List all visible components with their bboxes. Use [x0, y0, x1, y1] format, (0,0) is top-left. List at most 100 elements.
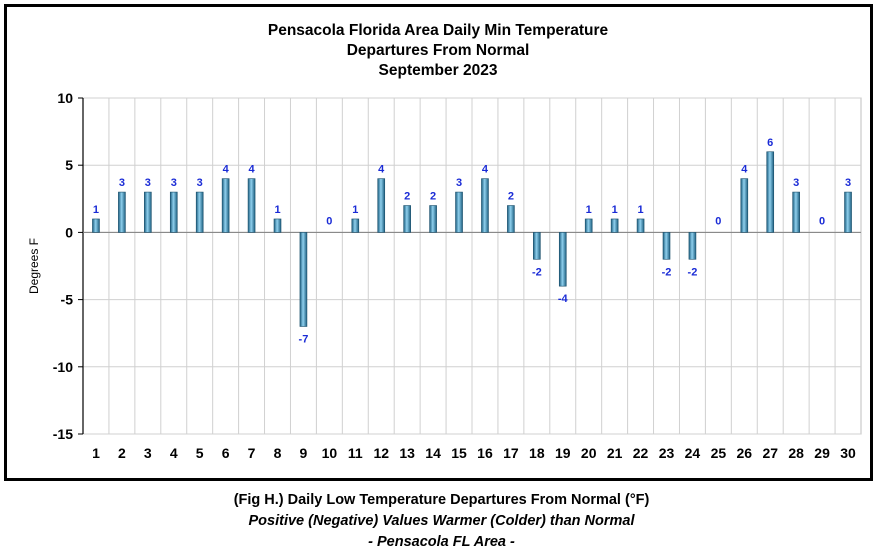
bar-day-18 [533, 232, 541, 260]
x-tick-label: 2 [118, 445, 126, 461]
x-tick-label: 23 [659, 445, 675, 461]
data-label-day-16: 4 [482, 164, 489, 176]
bar-day-8 [273, 218, 282, 233]
data-label-day-14: 2 [430, 191, 436, 203]
x-tick-label: 21 [607, 445, 623, 461]
x-tick-label: 6 [222, 445, 230, 461]
bar-day-22 [636, 218, 645, 233]
bar-day-2 [118, 191, 126, 233]
bar-day-17 [507, 205, 515, 233]
bar-day-20 [584, 218, 593, 233]
x-tick-label: 19 [555, 445, 571, 461]
data-label-day-7: 4 [249, 164, 256, 176]
x-tick-label: 30 [840, 445, 856, 461]
data-label-day-2: 3 [119, 177, 125, 189]
x-tick-label: 15 [451, 445, 467, 461]
data-label-day-22: 1 [638, 204, 644, 216]
bar-day-16 [481, 178, 489, 233]
y-tick-label: -15 [53, 426, 73, 442]
caption-line-3: - Pensacola FL Area - [368, 534, 515, 550]
bar-day-6 [221, 178, 230, 233]
y-tick-label: 0 [65, 224, 73, 240]
bar-day-30 [844, 191, 852, 233]
x-tick-label: 11 [348, 445, 363, 461]
data-label-day-23: -2 [662, 266, 672, 278]
bar-day-27 [766, 151, 775, 233]
x-tick-label: 9 [300, 445, 308, 461]
y-tick-label: -10 [53, 359, 73, 375]
bar-day-1 [92, 218, 100, 233]
caption-line-1: (Fig H.) Daily Low Temperature Departure… [233, 492, 650, 508]
x-tick-label: 3 [144, 445, 152, 461]
data-label-day-27: 6 [767, 137, 773, 149]
data-label-day-15: 3 [456, 177, 462, 189]
data-label-day-4: 3 [171, 177, 177, 189]
x-tick-label: 26 [737, 445, 753, 461]
caption-line-2: Positive (Negative) Values Warmer (Colde… [248, 513, 635, 529]
x-tick-label: 8 [274, 445, 282, 461]
x-tick-label: 14 [425, 445, 441, 461]
bar-day-19 [558, 232, 567, 287]
y-tick-label: 10 [57, 90, 73, 106]
data-label-day-29: 0 [819, 215, 825, 227]
x-tick-label: 22 [633, 445, 649, 461]
data-label-day-5: 3 [197, 177, 203, 189]
data-label-day-20: 1 [586, 204, 592, 216]
x-tick-label: 4 [170, 445, 178, 461]
data-label-day-1: 1 [93, 204, 99, 216]
x-tick-label: 20 [581, 445, 597, 461]
data-label-day-9: -7 [299, 333, 309, 345]
data-label-day-12: 4 [378, 164, 385, 176]
bar-day-24 [688, 232, 697, 260]
data-label-day-19: -4 [558, 293, 569, 305]
chart-title-line-1: Pensacola Florida Area Daily Min Tempera… [268, 22, 609, 39]
bar-day-4 [169, 191, 178, 233]
bar-day-11 [351, 218, 360, 233]
data-label-day-8: 1 [274, 204, 280, 216]
y-axis-label: Degrees F [27, 238, 41, 294]
bar-day-13 [403, 205, 411, 233]
data-label-day-17: 2 [508, 191, 514, 203]
x-tick-label: 7 [248, 445, 256, 461]
x-tick-label: 10 [322, 445, 338, 461]
chart-title-line-3: September 2023 [379, 62, 498, 79]
temperature-departure-chart: Pensacola Florida Area Daily Min Tempera… [27, 22, 862, 461]
bar-day-7 [247, 178, 256, 233]
bar-day-5 [195, 191, 204, 233]
bar-day-3 [144, 191, 152, 233]
chart-frame: Pensacola Florida Area Daily Min Tempera… [4, 4, 873, 481]
x-tick-label: 16 [477, 445, 493, 461]
data-label-day-6: 4 [223, 164, 230, 176]
figure-caption: (Fig H.) Daily Low Temperature Departure… [0, 490, 883, 553]
x-tick-label: 28 [788, 445, 804, 461]
bar-day-23 [662, 232, 671, 260]
chart-title-line-2: Departures From Normal [347, 42, 530, 59]
data-label-day-21: 1 [612, 204, 618, 216]
data-label-day-25: 0 [715, 215, 721, 227]
bar-day-15 [455, 191, 463, 233]
data-label-day-24: -2 [688, 266, 698, 278]
x-tick-label: 5 [196, 445, 204, 461]
data-label-day-11: 1 [352, 204, 358, 216]
bar-day-12 [377, 178, 386, 233]
data-label-day-13: 2 [404, 191, 410, 203]
data-label-day-28: 3 [793, 177, 799, 189]
x-tick-label: 12 [373, 445, 389, 461]
x-tick-label: 18 [529, 445, 545, 461]
data-label-day-3: 3 [145, 177, 151, 189]
y-tick-label: 5 [65, 157, 73, 173]
bar-day-28 [792, 191, 800, 233]
x-tick-label: 17 [503, 445, 519, 461]
data-label-day-26: 4 [741, 164, 748, 176]
bar-day-21 [610, 218, 619, 233]
x-tick-label: 27 [762, 445, 778, 461]
x-tick-label: 1 [92, 445, 100, 461]
bar-day-14 [429, 205, 437, 233]
data-label-day-18: -2 [532, 266, 542, 278]
x-tick-label: 29 [814, 445, 830, 461]
data-label-day-30: 3 [845, 177, 851, 189]
bar-day-9 [299, 232, 308, 327]
y-tick-label: -5 [61, 292, 74, 308]
x-tick-label: 24 [685, 445, 701, 461]
x-tick-label: 13 [399, 445, 415, 461]
